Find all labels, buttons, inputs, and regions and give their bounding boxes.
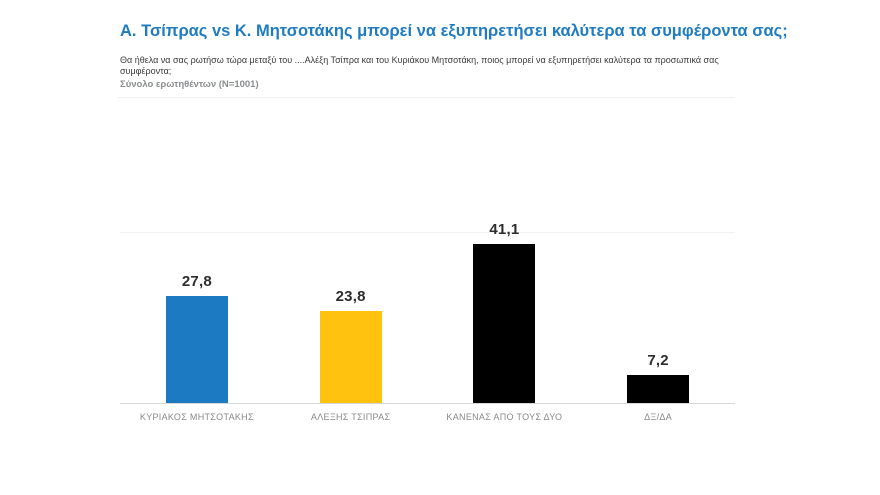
bar-mitsotakis [165, 296, 228, 403]
bar-group-dontknow: 7,2 [581, 352, 735, 403]
bar-dontknow [627, 375, 690, 403]
bar-value-label: 23,8 [335, 288, 366, 305]
bar-value-label: 27,8 [181, 273, 212, 290]
category-label: ΔΞ/ΔΑ [644, 412, 673, 422]
category-label: ΚΑΝΕΝΑΣ ΑΠΟ ΤΟΥΣ ΔΥΟ [446, 412, 563, 422]
survey-question-text: Θα ήθελα να σας ρωτήσω τώρα μεταξύ του .… [120, 55, 719, 76]
category-label: ΑΛΕΞΗΣ ΤΣΙΠΡΑΣ [310, 412, 391, 422]
header-divider [118, 97, 735, 98]
bar-tsipras [319, 311, 382, 403]
sample-size-note: Σύνολο ερωτηθέντων (Ν=1001) [120, 79, 259, 90]
category-label: ΚΥΡΙΑΚΟΣ ΜΗΤΣΟΤΑΚΗΣ [139, 412, 254, 422]
bar-value-label: 7,2 [647, 352, 669, 369]
bar-value-label: 41,1 [489, 221, 520, 238]
report-header: Α. Τσίπρας vs Κ. Μητσοτάκης μπορεί να εξ… [0, 0, 880, 91]
bar-chart: 27,8 23,8 41,1 7,2 ΚΥΡΙΑΚΟΣ ΜΗΤΣΟΤΑΚΗΣ Α… [120, 221, 735, 422]
category-axis: ΚΥΡΙΑΚΟΣ ΜΗΤΣΟΤΑΚΗΣ ΑΛΕΞΗΣ ΤΣΙΠΡΑΣ ΚΑΝΕΝ… [120, 404, 735, 422]
plot-area: 27,8 23,8 41,1 7,2 [120, 221, 735, 404]
bar-group-neither: 41,1 [428, 221, 582, 403]
bar-group-mitsotakis: 27,8 [120, 273, 274, 403]
bar-group-tsipras: 23,8 [274, 288, 428, 403]
page-title: Α. Τσίπρας vs Κ. Μητσοτάκης μπορεί να εξ… [120, 22, 788, 40]
bar-neither [473, 244, 536, 403]
